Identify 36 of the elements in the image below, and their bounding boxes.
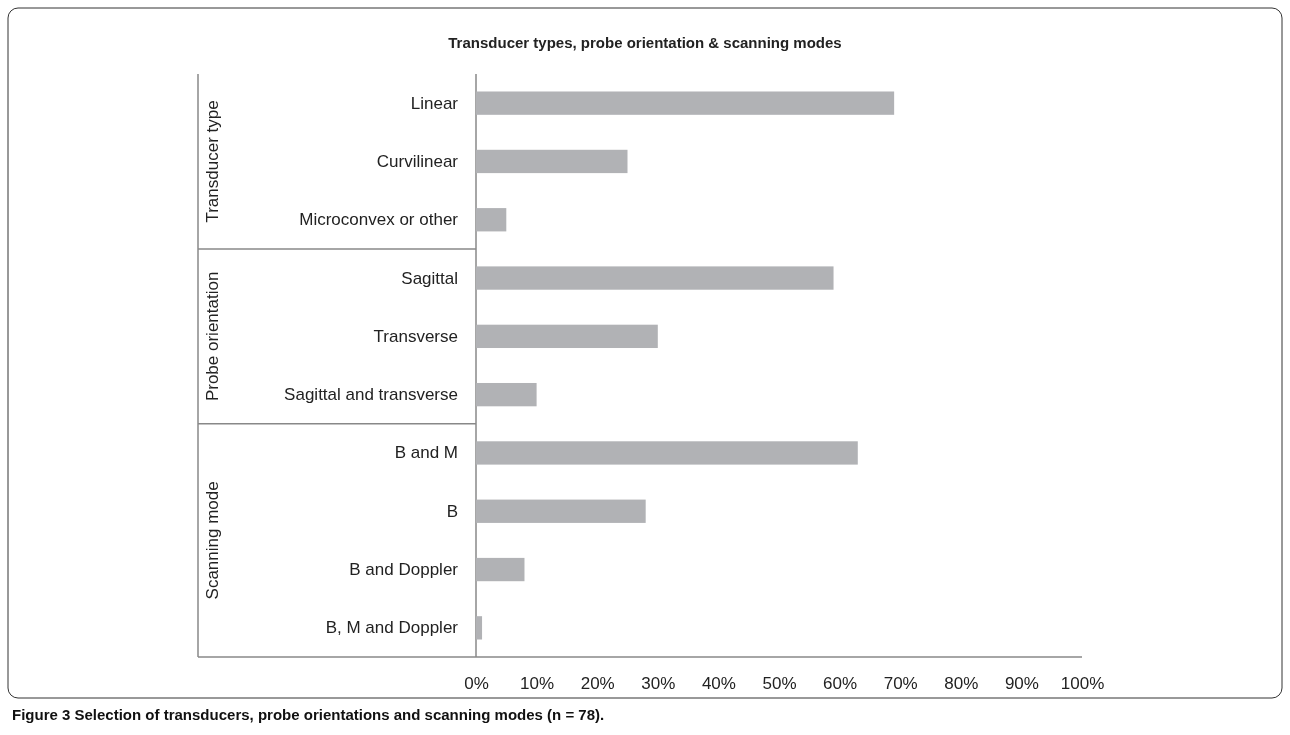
x-tick-label: 60%	[823, 674, 858, 694]
x-tick-label: 90%	[1004, 674, 1039, 694]
bar	[476, 91, 895, 115]
bar	[476, 149, 628, 174]
y-tick-label: B, M and Doppler	[325, 618, 459, 638]
bar	[476, 499, 646, 523]
x-tick-label: 30%	[641, 674, 676, 694]
bar	[476, 557, 525, 582]
x-tick-label: 80%	[944, 674, 979, 694]
bar	[476, 208, 507, 232]
caption: Figure 3 Selection of transducers, probe orientations and scanning modes (n = 78).	[12, 706, 605, 723]
y-tick-label: Linear	[410, 93, 459, 113]
y-tick-label: Sagittal	[401, 268, 458, 288]
bar	[476, 324, 658, 349]
y-tick-label: Curvilinear	[376, 151, 459, 171]
bar	[476, 266, 834, 290]
x-tick-label: 100%	[1060, 674, 1105, 694]
bar	[476, 616, 483, 640]
y-tick-label: B and Doppler	[349, 559, 459, 579]
chart-title: Transducer types, probe orientation & scanning modes	[448, 34, 842, 51]
y-tick-label: B and M	[394, 443, 458, 463]
text: Probe orientation	[203, 271, 222, 402]
text: Transducer type	[203, 100, 222, 223]
x-tick-label: 40%	[701, 674, 736, 694]
text: Scanning mode	[203, 481, 222, 600]
y-tick-label: Transverse	[373, 326, 458, 346]
bar	[476, 382, 537, 407]
y-tick-label: Sagittal and transverse	[284, 385, 458, 405]
bar	[476, 441, 858, 465]
x-tick-label: 70%	[883, 674, 918, 694]
x-tick-label: 10%	[520, 674, 555, 694]
x-tick-label: 50%	[762, 674, 797, 694]
y-tick-label: Microconvex or other	[299, 210, 459, 230]
x-tick-label: 0%	[464, 674, 489, 694]
x-tick-label: 20%	[580, 674, 615, 694]
y-tick-label: B	[446, 501, 458, 521]
